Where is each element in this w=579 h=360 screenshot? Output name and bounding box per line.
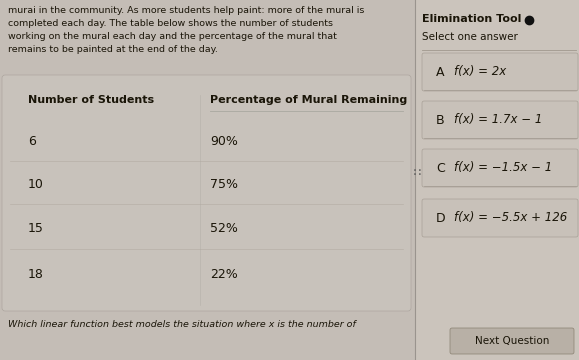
FancyBboxPatch shape — [2, 75, 411, 311]
Text: 75%: 75% — [210, 178, 238, 191]
Text: f(x) = 2x: f(x) = 2x — [454, 66, 506, 78]
Text: Select one answer: Select one answer — [422, 32, 518, 42]
Text: 22%: 22% — [210, 268, 238, 281]
Text: D: D — [436, 211, 446, 225]
Text: working on the mural each day and the percentage of the mural that: working on the mural each day and the pe… — [8, 32, 337, 41]
Text: f(x) = 1.7x − 1: f(x) = 1.7x − 1 — [454, 113, 543, 126]
Bar — [415, 0, 579, 360]
Text: Next Question: Next Question — [475, 336, 549, 346]
Text: 10: 10 — [28, 178, 44, 191]
Text: f(x) = −1.5x − 1: f(x) = −1.5x − 1 — [454, 162, 552, 175]
Text: remains to be painted at the end of the day.: remains to be painted at the end of the … — [8, 45, 218, 54]
Text: Elimination Tool: Elimination Tool — [422, 14, 521, 24]
Text: 90%: 90% — [210, 135, 238, 148]
Text: A: A — [436, 66, 445, 78]
Text: Number of Students: Number of Students — [28, 95, 154, 105]
FancyBboxPatch shape — [422, 101, 578, 139]
FancyBboxPatch shape — [422, 53, 578, 91]
FancyBboxPatch shape — [422, 199, 578, 237]
FancyBboxPatch shape — [422, 149, 578, 187]
Text: Which linear function best models the situation where x is the number of: Which linear function best models the si… — [8, 320, 356, 329]
Text: ::: :: — [412, 167, 424, 177]
FancyBboxPatch shape — [450, 328, 574, 354]
Text: C: C — [436, 162, 445, 175]
Text: 52%: 52% — [210, 222, 238, 235]
Text: completed each day. The table below shows the number of students: completed each day. The table below show… — [8, 19, 333, 28]
Text: murai in the community. As more students help paint: more of the mural is: murai in the community. As more students… — [8, 6, 364, 15]
Text: B: B — [436, 113, 445, 126]
Text: 15: 15 — [28, 222, 44, 235]
Text: Percentage of Mural Remaining: Percentage of Mural Remaining — [210, 95, 407, 105]
Text: f(x) = −5.5x + 126: f(x) = −5.5x + 126 — [454, 211, 567, 225]
Text: 18: 18 — [28, 268, 44, 281]
Text: 6: 6 — [28, 135, 36, 148]
